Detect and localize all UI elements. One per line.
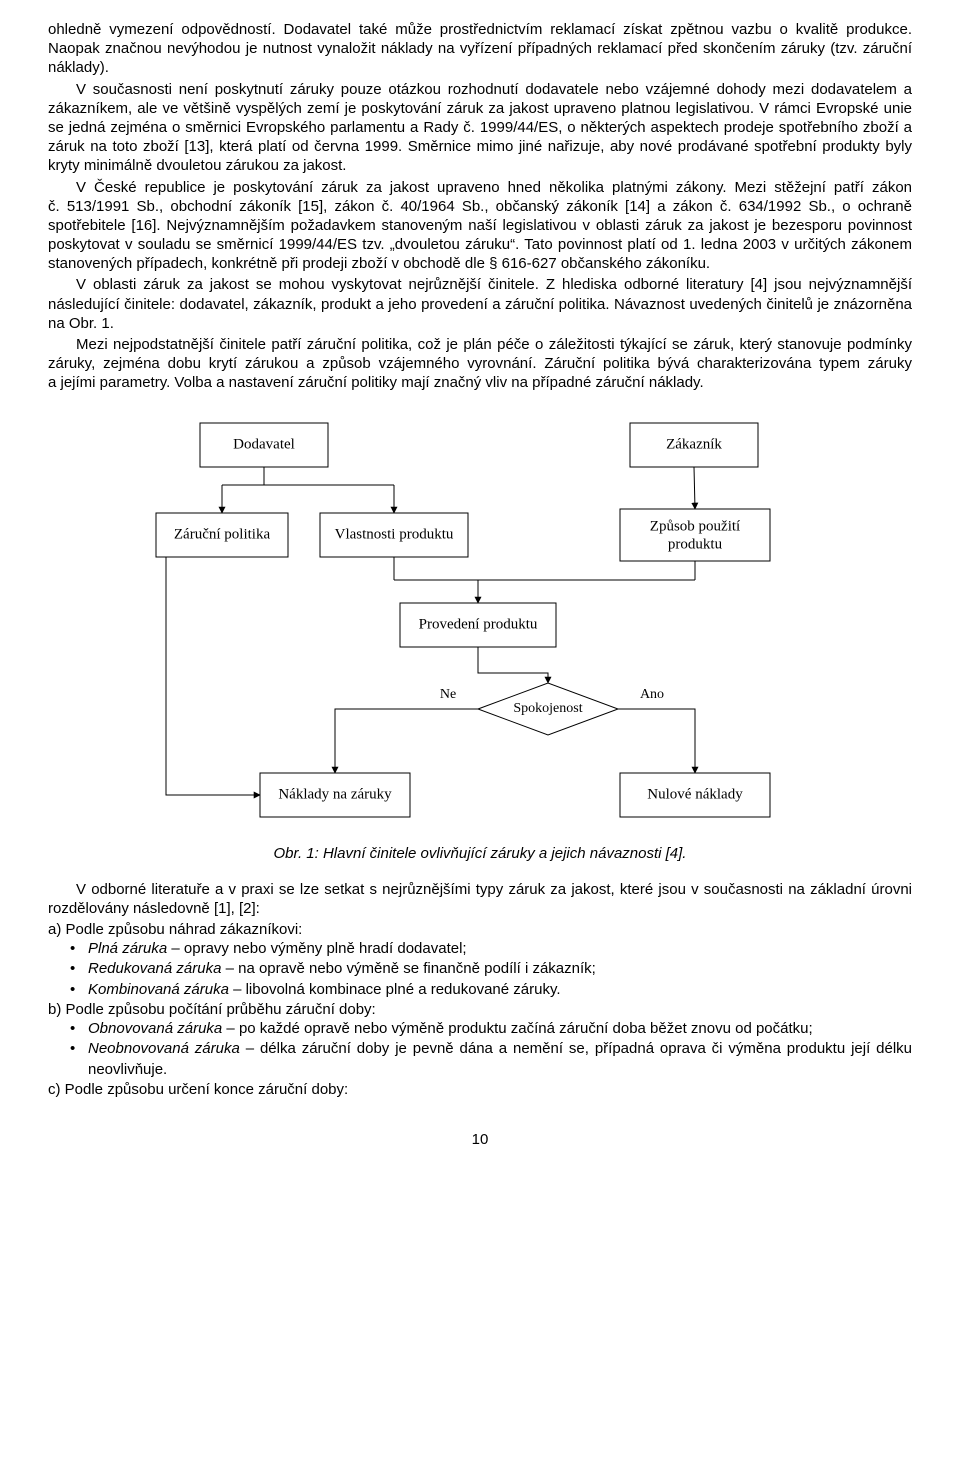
list-c-label: c) Podle způsobu určení konce záruční do…: [48, 1080, 912, 1099]
edge-ne-naklady: [335, 709, 478, 773]
list-b-item-0-term: Obnovovaná záruka: [88, 1020, 222, 1037]
node-naklady-label: Náklady na záruky: [278, 786, 392, 802]
node-nulove-label: Nulové náklady: [647, 786, 743, 802]
list-a-item-2-term: Kombinovaná záruka: [88, 981, 229, 998]
para-1: ohledně vymezení odpovědností. Dodavatel…: [48, 20, 912, 78]
list-b: Obnovovaná záruka – po každé opravě nebo…: [48, 1019, 912, 1080]
list-a-item-2-rest: – libovolná kombinace plné a redukované …: [229, 981, 561, 998]
flowchart-svg: Dodavatel Zákazník Záruční politika Vlastno…: [130, 413, 830, 833]
list-a-item-1-rest: – na opravě nebo výměně se finančně podí…: [221, 960, 595, 977]
list-b-item-1-term: Neobnovovaná záruka: [88, 1040, 240, 1057]
para-4: V oblasti záruk za jakost se mohou vysky…: [48, 275, 912, 333]
list-a-item-2: Kombinovaná záruka – libovolná kombinace…: [48, 980, 912, 1000]
node-zpusob-label-2: produktu: [668, 536, 723, 552]
node-vlastnosti-label: Vlastnosti produktu: [335, 526, 454, 542]
list-a-label: a) Podle způsobu náhrad zákazníkovi:: [48, 920, 912, 939]
node-zakaznik-label: Zákazník: [666, 436, 722, 452]
list-b-item-0-rest: – po každé opravě nebo výměně produktu z…: [222, 1020, 812, 1037]
page-number: 10: [48, 1131, 912, 1148]
edge-politika-naklady: [166, 557, 260, 795]
edge-ano-nulove: [618, 709, 695, 773]
edge-zak-zpusob: [694, 467, 695, 509]
list-b-item-1: Neobnovovaná záruka – délka záruční doby…: [48, 1039, 912, 1080]
list-a-item-0-term: Plná záruka: [88, 940, 167, 957]
node-zpusob: [620, 509, 770, 561]
para-3: V České republice je poskytování záruk z…: [48, 178, 912, 274]
edge-label-ne: Ne: [440, 687, 456, 702]
list-a-item-1: Redukovaná záruka – na opravě nebo výměn…: [48, 959, 912, 979]
node-spokojenost-label: Spokojenost: [513, 701, 582, 716]
node-zpusob-label-1: Způsob použití: [650, 518, 740, 534]
para-2: V současnosti není poskytnutí záruky pou…: [48, 80, 912, 176]
figure-1: Dodavatel Zákazník Záruční politika Vlastno…: [48, 413, 912, 833]
para-5: Mezi nejpodstatnější činitele patří záru…: [48, 335, 912, 393]
edge-label-ano: Ano: [640, 687, 664, 702]
list-a-item-1-term: Redukovaná záruka: [88, 960, 221, 977]
edge-pro-spokojenost: [478, 647, 548, 683]
para-6: V odborné literatuře a v praxi se lze se…: [48, 880, 912, 918]
list-a-item-0-rest: – opravy nebo výměny plně hradí dodavate…: [167, 940, 466, 957]
list-a-item-0: Plná záruka – opravy nebo výměny plně hr…: [48, 939, 912, 959]
page: ohledně vymezení odpovědností. Dodavatel…: [0, 0, 960, 1188]
figure-1-caption: Obr. 1: Hlavní činitele ovlivňující záru…: [48, 845, 912, 862]
node-politika-label: Záruční politika: [174, 526, 271, 542]
node-dodavatel-label: Dodavatel: [233, 436, 295, 452]
list-b-item-0: Obnovovaná záruka – po každé opravě nebo…: [48, 1019, 912, 1039]
node-provedeni-label: Provedení produktu: [419, 616, 538, 632]
list-b-label: b) Podle způsobu počítání průběhu záručn…: [48, 1000, 912, 1019]
list-a: Plná záruka – opravy nebo výměny plně hr…: [48, 939, 912, 1000]
